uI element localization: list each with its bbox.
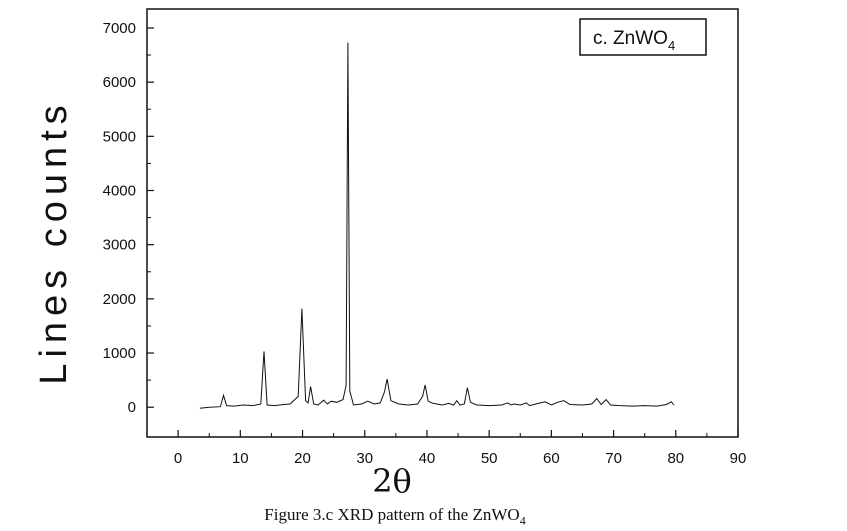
y-tick-label: 0 [128, 399, 136, 416]
x-axis-ticks: 0 10 20 30 40 50 60 70 80 90 [174, 430, 746, 467]
x-tick-label: 40 [419, 450, 436, 467]
series-line-znwo4 [199, 42, 675, 409]
x-tick-label: 0 [174, 450, 182, 467]
legend: c. ZnWO4 [579, 18, 707, 56]
y-tick-label: 1000 [103, 345, 136, 362]
y-tick-label: 3000 [103, 237, 136, 254]
x-tick-label: 30 [356, 450, 373, 467]
figure-caption: Figure 3.c XRD pattern of the ZnWO4 [0, 505, 790, 528]
y-tick-label: 2000 [103, 291, 136, 308]
plot-frame [146, 8, 739, 438]
y-tick-label: 5000 [103, 128, 136, 145]
x-tick-label: 80 [667, 450, 684, 467]
caption-text: Figure 3.c XRD pattern of the ZnWO [264, 505, 520, 524]
x-tick-label: 60 [543, 450, 560, 467]
x-axis-label: 2θ [372, 462, 412, 500]
caption-subscript: 4 [519, 513, 526, 528]
y-axis-label: Lines counts [33, 99, 75, 384]
x-tick-label: 20 [294, 450, 311, 467]
y-axis-ticks: 0 1000 2000 3000 4000 5000 6000 7000 [103, 20, 154, 416]
y-tick-label: 7000 [103, 20, 136, 37]
x-tick-label: 90 [730, 450, 747, 467]
plot-axes [146, 8, 739, 438]
y-tick-label: 6000 [103, 74, 136, 91]
y-tick-label: 4000 [103, 182, 136, 199]
legend-label: c. ZnWO4 [593, 28, 675, 53]
x-tick-label: 70 [605, 450, 622, 467]
xrd-chart: 0 1000 2000 3000 4000 5000 6000 7000 0 10 20 30 40 5… [33, 8, 746, 500]
legend-box [579, 18, 707, 56]
x-tick-label: 50 [481, 450, 498, 467]
x-tick-label: 10 [232, 450, 249, 467]
